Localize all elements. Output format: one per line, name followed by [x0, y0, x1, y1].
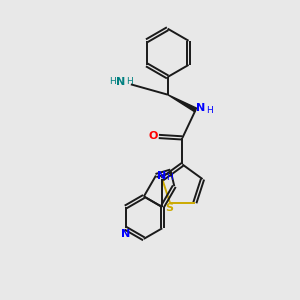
Text: S: S	[165, 203, 173, 213]
Text: H: H	[126, 77, 133, 86]
Polygon shape	[168, 94, 196, 112]
Text: N: N	[196, 103, 206, 113]
Text: N: N	[116, 77, 125, 87]
Text: N: N	[157, 170, 167, 181]
Text: N: N	[121, 229, 130, 239]
Text: H: H	[166, 173, 172, 182]
Text: H: H	[206, 106, 213, 115]
Text: H: H	[109, 77, 116, 86]
Text: O: O	[149, 131, 158, 142]
